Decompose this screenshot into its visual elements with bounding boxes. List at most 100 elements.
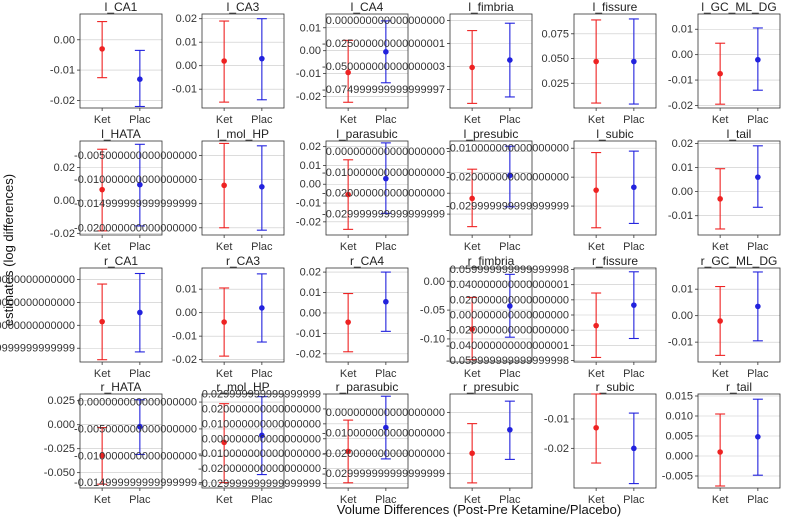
panel-title: l_CA4 bbox=[351, 0, 384, 14]
y-axis-label: estimates (log differences) bbox=[1, 174, 16, 326]
panel-frame bbox=[449, 267, 533, 363]
y-tick-label: -0.010000000000000000 bbox=[322, 167, 445, 179]
y-tick-label: -0.010000000000000000 bbox=[446, 143, 569, 155]
facet-panel: -0.005 0.000 0.005 0.010 0.015 r_tail Ket Plac bbox=[662, 380, 781, 506]
y-tick-label: -0.02 bbox=[296, 348, 321, 360]
y-tick-label: 0.00 bbox=[300, 307, 321, 319]
y-tick-label: 0.00 bbox=[672, 310, 693, 322]
y-tick-label: -0.040000000000000001 bbox=[446, 340, 569, 352]
x-category-label: Plac bbox=[251, 494, 273, 506]
estimate-point-ket bbox=[221, 182, 227, 189]
x-category-label: Plac bbox=[623, 368, 645, 380]
y-tick-label: -0.029999999999999999 bbox=[322, 468, 445, 480]
y-tick-label: 0.00 bbox=[54, 34, 75, 46]
facet-panel: -0.020000000000000000 -0.0149999999999999… bbox=[74, 127, 285, 253]
facet-panel: -0.050 -0.025 0.000 0.025 r_HATA Ket Plac bbox=[44, 380, 163, 506]
y-tick-label: 0.00 bbox=[176, 60, 197, 72]
y-tick-label: -0.014999999999999999 bbox=[74, 477, 197, 489]
panel-background bbox=[450, 268, 532, 362]
y-tick-label: 0.000 bbox=[665, 451, 693, 463]
y-tick-label: -0.01 bbox=[668, 75, 693, 87]
panel-frame bbox=[325, 267, 409, 363]
x-category-label: Ket bbox=[588, 368, 605, 380]
estimate-point-ket bbox=[99, 186, 105, 193]
panel-title: l_CA3 bbox=[227, 0, 260, 14]
y-tick-label: -0.05 bbox=[420, 305, 445, 317]
facet-panel: -0.01 0.00 0.01 0.02 l_CA3 Ket Plac bbox=[172, 0, 285, 126]
y-tick-label: 0.02 bbox=[300, 267, 321, 279]
x-category-label: Ket bbox=[340, 114, 357, 126]
y-tick-label: 0.02 bbox=[176, 13, 197, 25]
estimate-point-plac bbox=[631, 445, 637, 452]
y-tick-label: 0.000 bbox=[47, 419, 75, 431]
y-tick-label: -0.01 bbox=[668, 337, 693, 349]
x-category-label: Ket bbox=[340, 241, 357, 253]
estimate-point-plac bbox=[383, 49, 389, 55]
x-category-label: Plac bbox=[747, 241, 769, 253]
x-category-label: Ket bbox=[588, 241, 605, 253]
panel-title: r_fissure bbox=[592, 254, 638, 268]
facet-panel: -0.02 -0.01 0.00 0.01 0.02 l_parasubic Ket Plac bbox=[296, 127, 409, 253]
y-tick-label: 0.050 bbox=[541, 53, 569, 65]
y-tick-label: 0.025 bbox=[47, 395, 75, 407]
y-tick-label: -0.020000000000000000 bbox=[446, 325, 569, 337]
y-tick-label: -0.025000000000000001 bbox=[322, 38, 445, 50]
x-category-label: Ket bbox=[712, 494, 729, 506]
x-category-label: Ket bbox=[94, 241, 111, 253]
y-tick-label: -0.020000000000000000 bbox=[322, 188, 445, 200]
x-category-label: Ket bbox=[588, 114, 605, 126]
panel-title: r_CA1 bbox=[104, 254, 138, 268]
estimate-point-plac bbox=[631, 184, 637, 191]
y-tick-label: -0.010000000000000000 bbox=[198, 448, 321, 460]
panel-title: l_mol_HP bbox=[217, 127, 269, 141]
x-category-label: Plac bbox=[623, 114, 645, 126]
panel-title: r_parasubic bbox=[336, 380, 399, 394]
x-category-label: Plac bbox=[747, 114, 769, 126]
estimate-point-ket bbox=[593, 322, 599, 329]
y-tick-label: 0.02 bbox=[54, 162, 75, 174]
y-tick-label: 0.02 bbox=[300, 141, 321, 153]
y-tick-label: -0.02 bbox=[544, 443, 569, 455]
panel-title: r_mol_HP bbox=[216, 380, 269, 394]
y-tick-label: -0.029999999999999999 bbox=[446, 201, 569, 213]
x-category-label: Plac bbox=[499, 494, 521, 506]
x-category-label: Ket bbox=[712, 241, 729, 253]
panel-background bbox=[698, 268, 780, 362]
panel-frame bbox=[449, 13, 533, 109]
estimate-point-ket bbox=[717, 449, 723, 455]
estimate-point-ket bbox=[469, 64, 475, 71]
panel-frame bbox=[325, 13, 409, 109]
x-category-label: Plac bbox=[375, 241, 397, 253]
x-category-label: Ket bbox=[216, 368, 233, 380]
estimate-point-plac bbox=[259, 432, 265, 439]
y-tick-label: 0.01 bbox=[176, 37, 197, 49]
y-tick-label: -0.01 bbox=[296, 328, 321, 340]
panel-frame bbox=[573, 13, 657, 109]
panel-background bbox=[450, 14, 532, 108]
panel-frame bbox=[79, 267, 163, 363]
y-tick-label: 0.01 bbox=[672, 162, 693, 174]
estimate-point-plac bbox=[259, 55, 265, 62]
y-tick-label: -0.020000000000000000 bbox=[198, 463, 321, 475]
panel-frame bbox=[697, 140, 781, 236]
estimate-point-ket bbox=[221, 58, 227, 64]
y-tick-label: 0.000000000000000000 bbox=[78, 397, 197, 409]
estimate-point-plac bbox=[507, 426, 513, 433]
panel-title: r_HATA bbox=[101, 380, 142, 394]
facet-panel: -0.029999999999999999 -0.0200000000000000… bbox=[322, 127, 533, 253]
estimate-point-plac bbox=[631, 302, 637, 308]
y-tick-label: 0.000000000000000000 bbox=[326, 15, 445, 27]
panel-title: l_HATA bbox=[101, 127, 141, 141]
panel-background bbox=[326, 14, 408, 108]
y-tick-label: -0.02 bbox=[296, 216, 321, 228]
panel-background bbox=[450, 141, 532, 235]
y-tick-label: 0.01 bbox=[672, 24, 693, 36]
panel-title: r_CA3 bbox=[226, 254, 260, 268]
estimate-point-plac bbox=[383, 424, 389, 431]
panel-title: r_tail bbox=[726, 380, 752, 394]
y-tick-label: -0.10 bbox=[420, 333, 445, 345]
panel-title: l_fimbria bbox=[468, 0, 514, 14]
y-tick-label: -0.029999999999999999 bbox=[322, 209, 445, 221]
facet-panel: -0.014999999999999999 -0.0100000000000000… bbox=[0, 254, 163, 380]
y-tick-label: -0.010000000000000000 bbox=[74, 174, 197, 186]
